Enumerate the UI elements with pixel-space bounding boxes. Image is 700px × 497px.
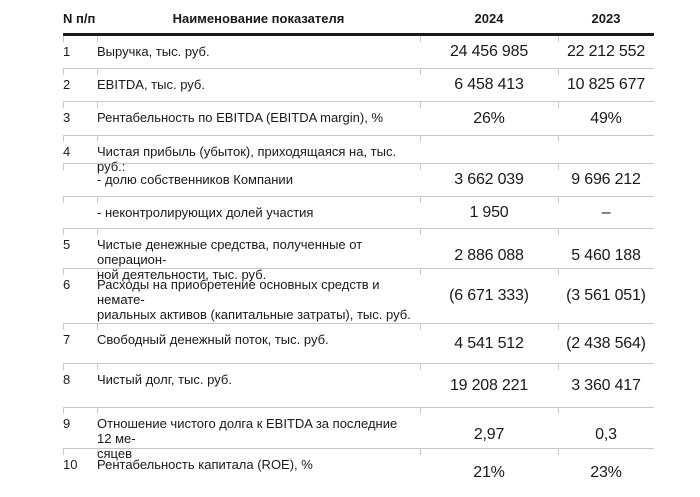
indicator-name-cell: EBITDA, тыс. руб. — [97, 69, 420, 101]
indicator-name-cell: Свободный денежный поток, тыс. руб. — [97, 324, 420, 363]
table-row: 3 Рентабельность по EBITDA (EBITDA margi… — [63, 102, 654, 136]
table-subrow: - неконтролирующих долей участия 1 950 – — [63, 197, 654, 229]
row-number-cell — [63, 197, 97, 228]
table-row: 4 Чистая прибыль (убыток), приходящаяся … — [63, 136, 654, 174]
row-number-cell: 10 — [63, 449, 97, 497]
indicator-name-cell: Рентабельность по EBITDA (EBITDA margin)… — [97, 102, 420, 135]
value-2024-cell: 2 886 088 — [420, 229, 558, 282]
value-2023-cell: 3 360 417 — [558, 364, 654, 407]
table-row: 6 Расходы на приобретение основных средс… — [63, 269, 654, 324]
value-2024-cell: 2,97 — [420, 408, 558, 461]
value-2024-cell: 3 662 039 — [420, 164, 558, 196]
value-2024-cell: (6 671 333) — [420, 269, 558, 323]
table-row: 7 Свободный денежный поток, тыс. руб. 4 … — [63, 324, 654, 364]
value-2023-cell: 23% — [558, 449, 654, 497]
header-year-2024: 2024 — [474, 11, 504, 26]
value-2024-cell: 26% — [420, 102, 558, 135]
indicator-name-cell: Чистый долг, тыс. руб. — [97, 364, 420, 407]
value-2023-cell: – — [558, 197, 654, 228]
value-2024-cell: 19 208 221 — [420, 364, 558, 407]
indicator-name-cell: Чистая прибыль (убыток), приходящаяся на… — [97, 136, 420, 174]
table-row: 10 Рентабельность капитала (ROE), % 21% … — [63, 449, 654, 497]
row-number-cell: 1 — [63, 36, 97, 68]
value-2023-cell — [558, 136, 654, 174]
row-number-cell: 7 — [63, 324, 97, 363]
row-number-cell: 6 — [63, 269, 97, 323]
indicator-name-cell: Чистые денежные средства, полученные от … — [97, 229, 420, 282]
value-2023-cell: 22 212 552 — [558, 36, 654, 68]
indicator-name-cell: Расходы на приобретение основных средств… — [97, 269, 420, 323]
value-2024-cell: 6 458 413 — [420, 69, 558, 101]
value-2023-cell: (2 438 564) — [558, 324, 654, 363]
table-row: 8 Чистый долг, тыс. руб. 19 208 221 3 36… — [63, 364, 654, 408]
value-2024-cell: 24 456 985 — [420, 36, 558, 68]
table-row: 1 Выручка, тыс. руб. 24 456 985 22 212 5… — [63, 36, 654, 69]
value-2024-cell — [420, 136, 558, 174]
value-2023-cell: 5 460 188 — [558, 229, 654, 282]
value-2024-cell: 21% — [420, 449, 558, 497]
value-2023-cell: 49% — [558, 102, 654, 135]
row-number-cell: 9 — [63, 408, 97, 461]
header-year-2023: 2023 — [591, 11, 621, 26]
row-number-cell — [63, 164, 97, 196]
indicator-name-cell: Отношение чистого долга к EBITDA за посл… — [97, 408, 420, 461]
table-row: 9 Отношение чистого долга к EBITDA за по… — [63, 408, 654, 461]
row-number-cell: 3 — [63, 102, 97, 135]
value-2024-cell: 1 950 — [420, 197, 558, 228]
row-number-cell: 4 — [63, 136, 97, 174]
table-row: 5 Чистые денежные средства, полученные о… — [63, 229, 654, 282]
table-subrow: - долю собственников Компании 3 662 039 … — [63, 164, 654, 197]
financial-indicators-table: N п/п Наименование показателя 2024 2023 … — [63, 4, 654, 497]
table-header-row: N п/п Наименование показателя 2024 2023 — [63, 4, 654, 36]
value-2023-cell: 0,3 — [558, 408, 654, 461]
value-2023-cell: (3 561 051) — [558, 269, 654, 323]
table-row: 2 EBITDA, тыс. руб. 6 458 413 10 825 677 — [63, 69, 654, 102]
row-number-cell: 8 — [63, 364, 97, 407]
header-indicator-name: Наименование показателя — [172, 11, 345, 26]
value-2024-cell: 4 541 512 — [420, 324, 558, 363]
value-2023-cell: 9 696 212 — [558, 164, 654, 196]
header-row-number: N п/п — [63, 11, 96, 26]
indicator-name-cell: Рентабельность капитала (ROE), % — [97, 449, 420, 497]
value-2023-cell: 10 825 677 — [558, 69, 654, 101]
indicator-name-cell: - неконтролирующих долей участия — [97, 197, 420, 228]
indicator-name-cell: - долю собственников Компании — [97, 164, 420, 196]
indicator-name-cell: Выручка, тыс. руб. — [97, 36, 420, 68]
row-number-cell: 5 — [63, 229, 97, 282]
row-number-cell: 2 — [63, 69, 97, 101]
